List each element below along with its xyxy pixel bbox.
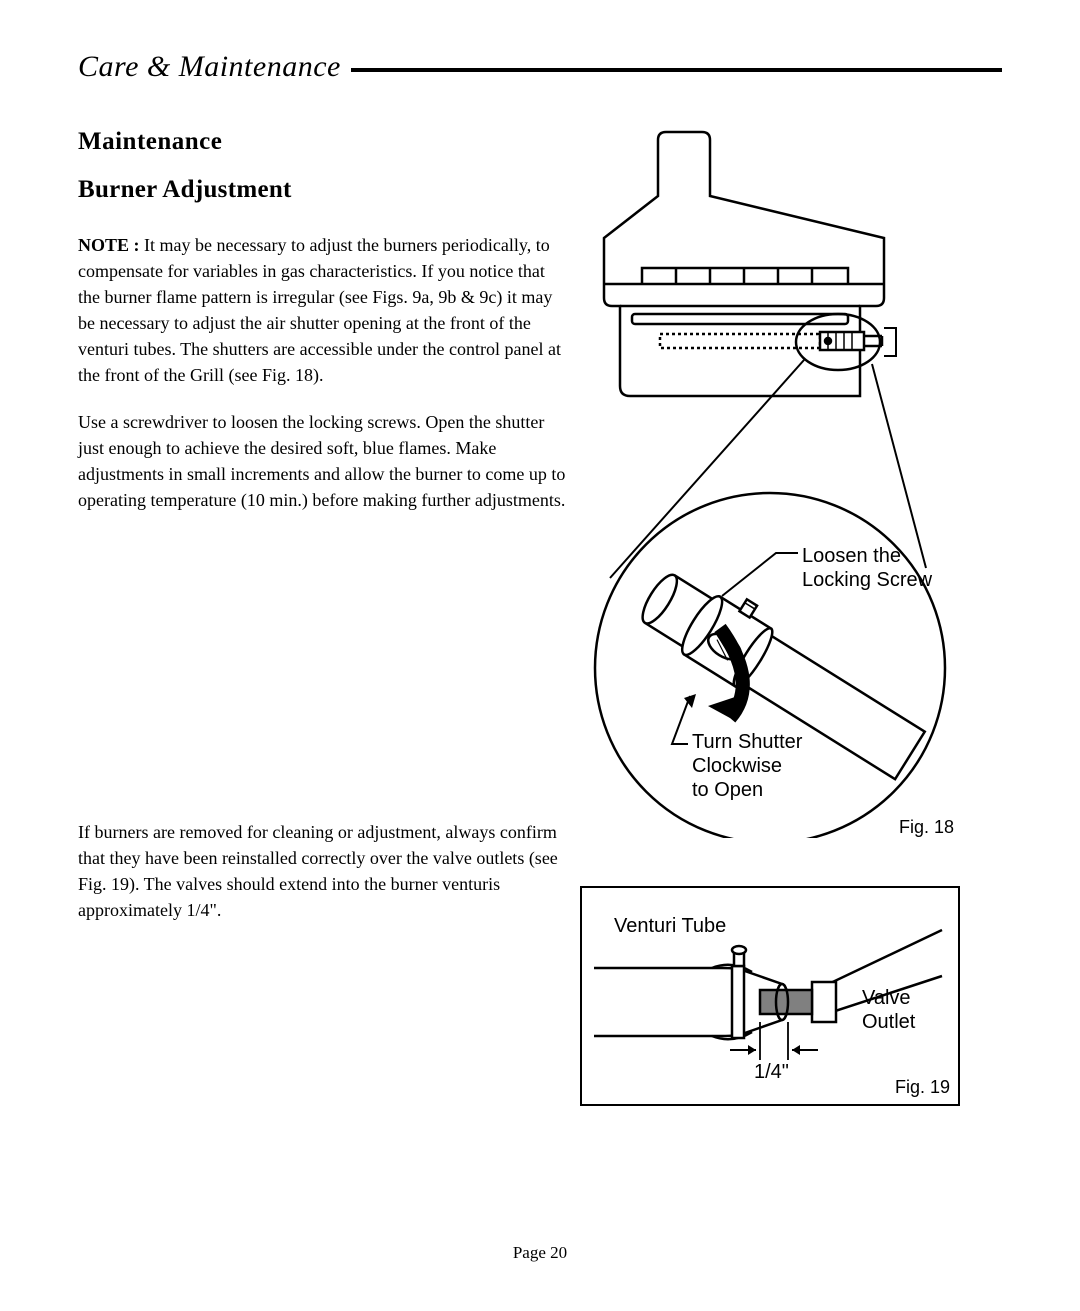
paragraph-note: NOTE : It may be necessary to adjust the…	[78, 232, 568, 389]
label-venturi-tube: Venturi Tube	[614, 914, 726, 938]
paragraph-2: Use a screwdriver to loosen the locking …	[78, 409, 568, 513]
paragraph-1-text: It may be necessary to adjust the burner…	[78, 235, 561, 385]
label-loosen-locking-screw: Loosen the Locking Screw	[802, 544, 932, 592]
section-header: Care & Maintenance	[78, 50, 1002, 84]
figure-18-caption: Fig. 18	[899, 817, 954, 838]
page-number: Page 20	[0, 1243, 1080, 1263]
label-quarter-inch: 1/4"	[754, 1060, 789, 1084]
figure-19: Venturi Tube Valve Outlet 1/4" Fig. 19	[580, 886, 960, 1106]
left-column: Maintenance Burner Adjustment NOTE : It …	[78, 128, 568, 1106]
content-area: Maintenance Burner Adjustment NOTE : It …	[78, 128, 1002, 1106]
label-valve-outlet: Valve Outlet	[862, 986, 915, 1034]
paragraph-3: If burners are removed for cleaning or a…	[78, 819, 568, 923]
label-turn-shutter: Turn Shutter Clockwise to Open	[692, 730, 802, 802]
figure-18: Loosen the Locking Screw Turn Shutter Cl…	[580, 128, 960, 838]
right-column: Loosen the Locking Screw Turn Shutter Cl…	[586, 128, 1002, 1106]
heading-burner-adjustment: Burner Adjustment	[78, 176, 568, 204]
figure-19-caption: Fig. 19	[895, 1077, 950, 1098]
section-title: Care & Maintenance	[78, 50, 341, 84]
heading-maintenance: Maintenance	[78, 128, 568, 156]
note-label: NOTE :	[78, 235, 140, 255]
section-rule	[351, 68, 1002, 72]
